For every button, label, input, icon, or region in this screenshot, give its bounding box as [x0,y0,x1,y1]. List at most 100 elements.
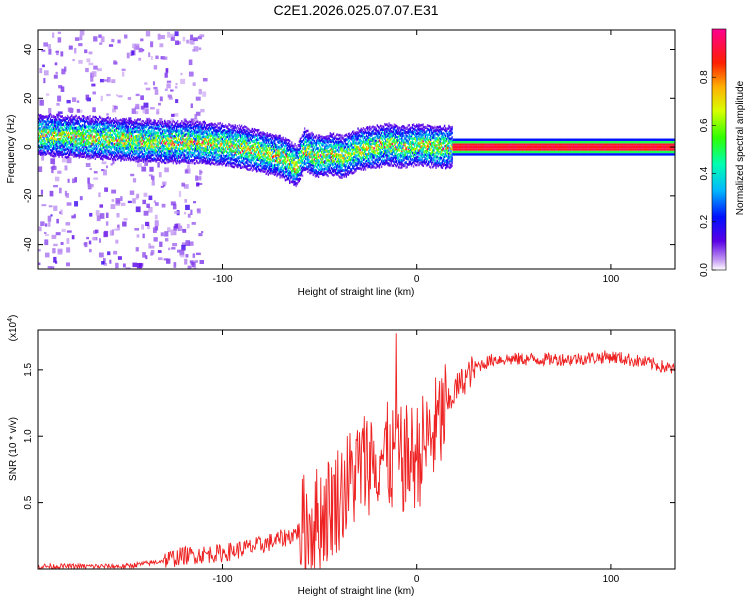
spectrogram-cell [267,169,270,173]
spectrogram-cell [230,158,232,162]
spectrogram-cell [282,171,285,175]
spectrogram-cell [287,162,290,166]
spectrogram-cell [80,132,83,135]
spectrogram-cell [298,158,301,162]
spectrogram-cell [61,138,63,141]
spectrogram-cell [291,152,293,156]
spectrogram-cell [274,168,276,171]
spectrogram-cell [230,125,232,129]
spectrogram-cell [255,129,258,132]
spectrogram-cell [46,137,48,140]
spectrogram-cell [149,136,151,139]
spectrogram-cell [245,157,247,160]
spectrogram-cell [180,136,182,140]
spectrogram-cell [287,176,290,180]
spectrogram-noise [85,67,89,73]
spectrogram-cell [98,121,101,124]
spectrogram-cell [176,159,179,162]
spectrogram-cell [128,122,131,126]
spectrogram-cell [191,122,194,126]
spectrogram-cell [214,129,216,132]
spectrogram-cell [41,123,43,126]
spectrogram-cell [45,142,47,146]
spectrogram-cell [198,153,200,156]
spectrogram-cell [87,126,89,129]
spectrogram-cell [268,165,271,168]
spectrogram-cell [300,151,303,154]
spectrogram-noise [186,223,190,229]
spectrogram-cell [200,128,202,132]
spectrogram-cell [83,137,86,140]
spectrogram-cell [92,127,94,130]
spectrogram-cell [267,153,270,156]
spectrogram-cell [94,118,97,122]
spectrogram-cell [291,180,293,183]
spectrogram-cell [190,120,193,123]
spectrogram-cell [237,133,240,136]
spectrogram-cell [223,148,226,151]
spectrogram-cell [252,153,255,157]
spectrogram-cell [106,124,108,128]
spectrogram-cell [237,161,240,164]
spectrogram-cell [108,153,110,157]
spectrogram-cell [155,144,157,147]
spectrogram-cell [89,122,91,125]
spectrogram-cell [46,120,48,123]
spectrogram-cell [142,139,145,143]
spectrogram-cell [193,137,196,141]
spectrogram-cell [266,139,268,142]
spectrogram-cell [253,139,256,142]
spectrogram-cell [142,146,145,150]
spectrogram-cell [310,171,312,175]
spectrogram-cell [78,142,80,145]
spectrogram-cell [284,168,287,171]
spectrogram-cell [140,121,142,124]
spectrogram-cell [97,123,100,126]
spectrogram-cell [280,146,282,149]
spectrogram-cell [139,118,141,121]
spectrogram-cell [243,159,245,162]
spectrogram-cell [97,130,100,133]
spectrogram-cell [235,131,238,134]
spectrogram-cell [181,124,183,128]
spectrogram-cell [157,129,160,132]
spectrogram-cell [189,159,192,163]
spectrogram-cell [138,122,140,125]
spectrogram-cell [169,127,171,130]
spectrogram-cell [310,159,312,163]
spectrogram-noise [153,200,156,203]
spectrogram-cell [223,140,226,143]
spectrogram-cell [206,131,209,134]
spectrogram-cell [51,115,54,118]
spectrogram-cell [103,146,105,149]
spectrogram-cell [155,159,157,162]
spectrogram-cell [193,162,196,165]
spectrogram-cell [249,148,251,152]
spectrogram-cell [251,147,254,150]
spectrogram-cell [239,153,242,156]
spectrogram-cell [180,160,182,163]
spectrogram-cell [131,130,134,133]
spectrogram-cell [223,138,226,141]
spectrogram-cell [282,167,285,171]
spectrogram-cell [81,115,84,118]
spectrogram-cell [229,130,231,133]
spectrogram-cell [227,155,229,158]
spectrogram-cell [239,130,242,134]
spectrogram-cell [256,136,259,140]
spectrogram-cell [268,142,271,146]
spectrogram-noise [73,213,76,217]
spectrogram-cell [274,173,276,176]
spectrogram-cell [89,115,91,118]
spectrogram-cell [205,148,208,151]
spectrogram-cell [178,144,181,147]
spectrogram-cell [286,155,289,158]
spectrogram-cell [260,147,262,150]
spectrogram-cell [157,134,160,138]
spectrogram-cell [108,143,110,146]
spectrogram-cell [165,157,167,160]
spectrogram-cell [102,147,104,150]
spectrogram-noise [170,201,176,206]
spectrogram-cell [208,160,211,163]
spectrogram-cell [184,129,186,132]
